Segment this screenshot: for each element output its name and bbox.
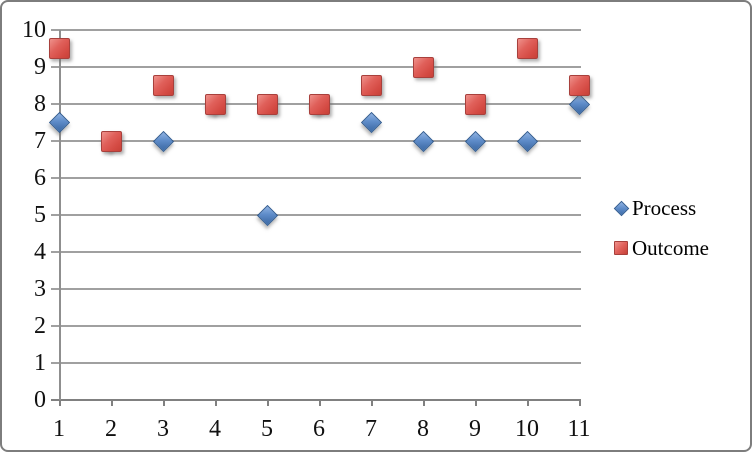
outcome-point (308, 93, 330, 115)
x-axis-tick (163, 400, 165, 406)
x-axis-label: 10 (515, 416, 539, 442)
legend-item-process: Process (613, 194, 709, 222)
gridline (51, 399, 581, 401)
process-point (360, 111, 382, 134)
outcome-point (256, 93, 278, 115)
gridline (51, 251, 581, 253)
x-axis-tick (215, 400, 217, 406)
legend-label-outcome: Outcome (632, 236, 709, 260)
x-axis-tick (475, 400, 477, 406)
x-axis-tick (579, 400, 581, 406)
process-point (412, 130, 434, 152)
y-axis-label: 0 (34, 387, 46, 413)
x-axis-label: 1 (53, 416, 65, 442)
outcome-point (360, 75, 382, 96)
x-axis-label: 2 (105, 416, 117, 442)
y-axis-label: 4 (34, 239, 46, 265)
process-diamond-icon (613, 200, 630, 216)
y-axis-line (59, 30, 61, 400)
outcome-point (516, 38, 538, 59)
y-axis-label: 7 (34, 128, 46, 154)
process-point (568, 93, 590, 115)
gridline (51, 214, 581, 216)
process-point (464, 130, 486, 152)
legend-item-outcome: Outcome (614, 234, 709, 262)
process-point (48, 111, 70, 134)
outcome-point (152, 75, 174, 96)
y-axis-label: 10 (22, 17, 46, 43)
outcome-point (412, 56, 434, 78)
x-axis-tick (111, 400, 113, 406)
y-axis-label: 5 (34, 202, 46, 228)
outcome-square-icon (614, 241, 628, 255)
x-axis-tick (267, 400, 269, 406)
y-axis-label: 9 (34, 54, 46, 80)
process-point (152, 130, 174, 152)
x-axis-label: 11 (567, 416, 591, 442)
x-axis-label: 3 (157, 416, 169, 442)
y-axis-label: 8 (34, 91, 46, 117)
outcome-point (568, 75, 590, 96)
y-axis-label: 1 (34, 350, 46, 376)
x-axis-label: 8 (417, 416, 429, 442)
x-axis-label: 9 (469, 416, 481, 442)
legend-label-process: Process (632, 196, 697, 220)
y-axis-label: 6 (34, 165, 46, 191)
x-axis-label: 7 (365, 416, 377, 442)
process-point (516, 130, 538, 152)
process-point (256, 204, 278, 226)
gridline (51, 140, 581, 142)
gridline (51, 325, 581, 327)
x-axis-label: 6 (313, 416, 325, 442)
gridline (51, 288, 581, 290)
gridline (51, 66, 581, 68)
outcome-point (204, 93, 226, 115)
outcome-point (464, 93, 486, 115)
y-axis-label: 2 (34, 313, 46, 339)
y-axis-label: 3 (34, 276, 46, 302)
x-axis-tick (371, 400, 373, 406)
x-axis-tick (319, 400, 321, 406)
x-axis-tick (423, 400, 425, 406)
gridline (51, 29, 581, 31)
outcome-point (48, 38, 70, 59)
x-axis-label: 4 (209, 416, 221, 442)
x-axis-label: 5 (261, 416, 273, 442)
chart-legend: Process Outcome (613, 194, 709, 274)
gridline (51, 177, 581, 179)
outcome-point (100, 130, 122, 152)
x-axis-tick (527, 400, 529, 406)
x-axis-tick (59, 400, 61, 406)
gridline (51, 362, 581, 364)
